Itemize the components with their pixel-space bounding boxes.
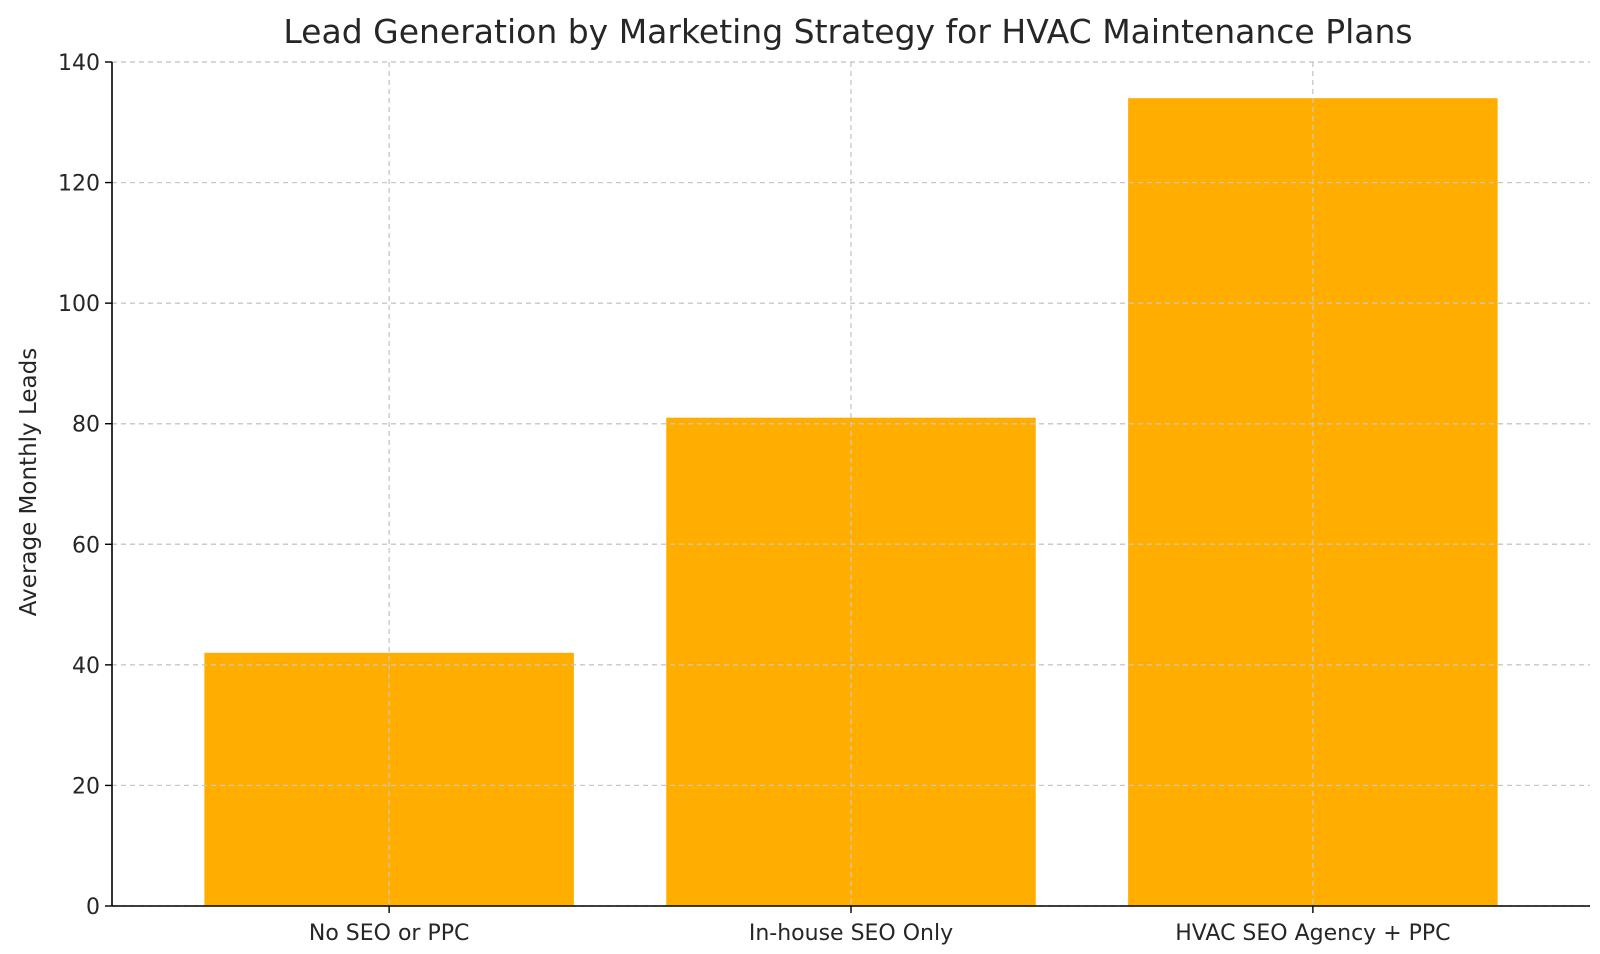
- x-tick-label: In-house SEO Only: [749, 921, 953, 946]
- y-axis-label: Average Monthly Leads: [16, 348, 42, 616]
- bar-0: [204, 652, 574, 906]
- bars: [112, 61, 1590, 907]
- bar-2: [1128, 98, 1498, 906]
- x-tick-label: HVAC SEO Agency + PPC: [1175, 921, 1450, 946]
- x-tick-label: No SEO or PPC: [309, 921, 469, 946]
- y-tick-label: 40: [72, 654, 100, 679]
- chart-title: Lead Generation by Marketing Strategy fo…: [283, 12, 1412, 51]
- y-tick-label: 0: [86, 895, 100, 920]
- x-ticks: No SEO or PPC In-house SEO Only HVAC SEO A…: [309, 906, 1451, 946]
- y-tick-label: 140: [58, 51, 100, 76]
- y-tick-label: 80: [72, 413, 100, 438]
- y-tick-label: 20: [72, 774, 100, 799]
- y-tick-label: 60: [72, 533, 100, 558]
- y-ticks: 0 20 40 60 80 100 120 140: [58, 51, 112, 920]
- y-tick-label: 120: [58, 172, 100, 197]
- bar-1: [666, 417, 1036, 906]
- y-tick-label: 100: [58, 292, 100, 317]
